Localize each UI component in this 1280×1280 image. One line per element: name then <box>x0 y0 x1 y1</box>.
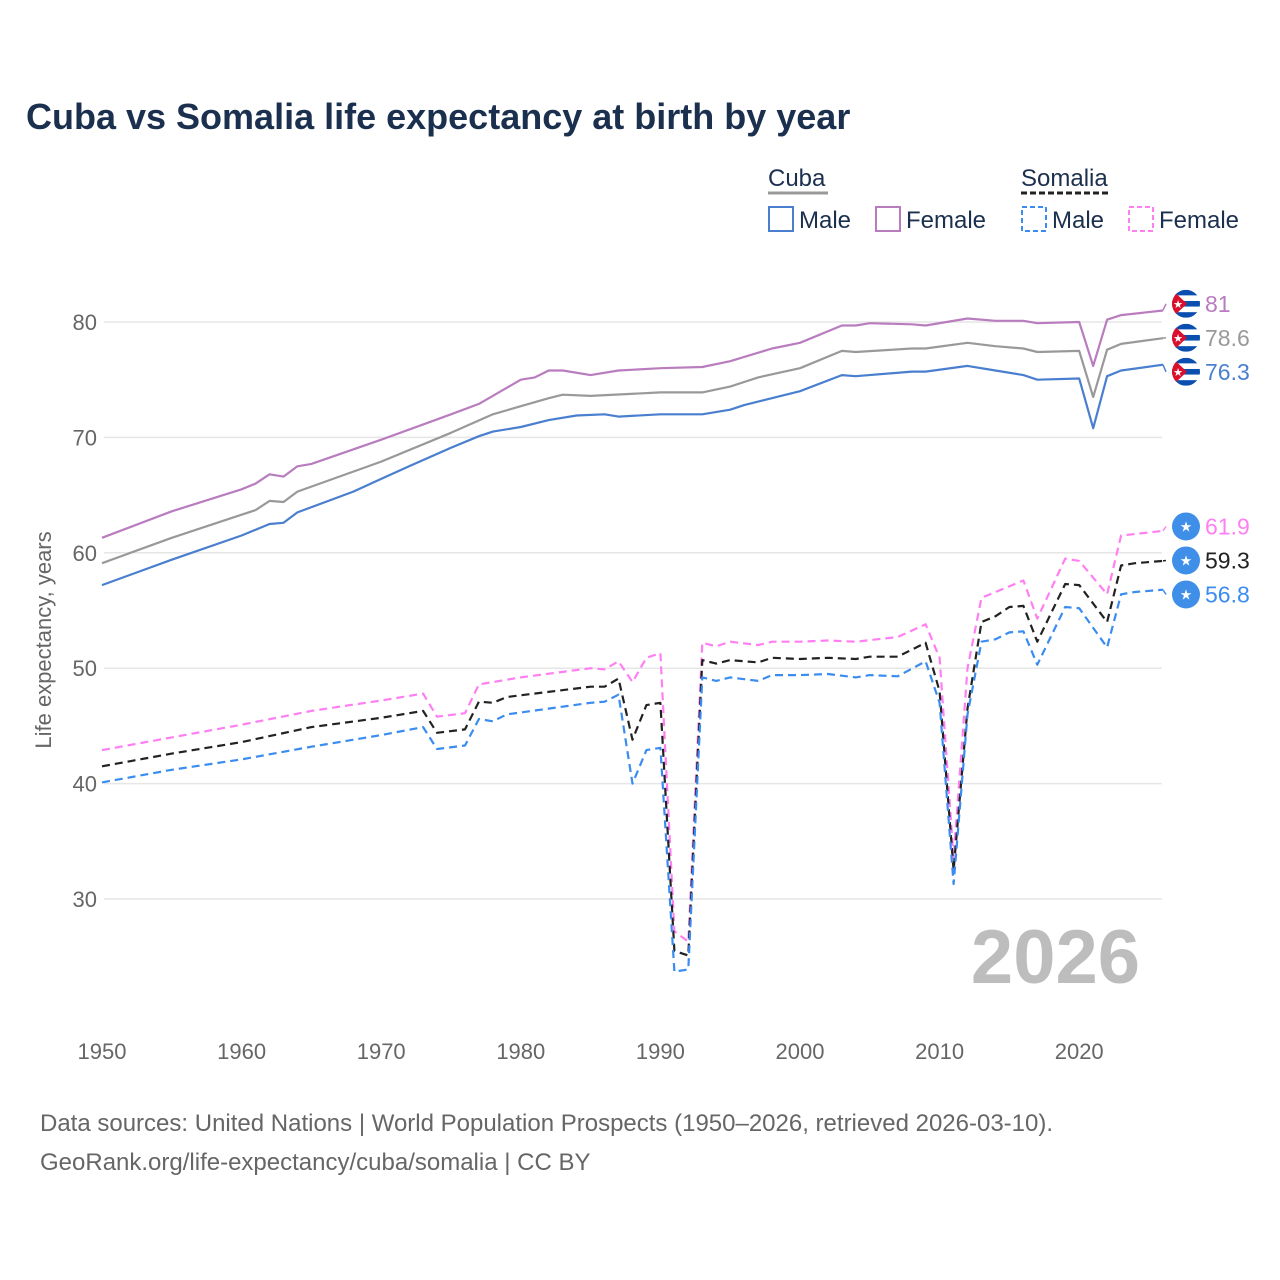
end-connector <box>1162 589 1167 595</box>
legend-somalia-male[interactable]: Male <box>1052 207 1104 234</box>
svg-text:★: ★ <box>1173 367 1183 379</box>
end-marker-somalia_female: ★ 61.9 <box>1162 512 1250 541</box>
end-connector <box>1162 526 1167 532</box>
y-tick-label: 70 <box>73 425 97 450</box>
line-cuba_male <box>101 363 1164 587</box>
legend-swatch-somalia-male <box>1021 206 1047 232</box>
x-tick-label: 1990 <box>636 1039 685 1064</box>
end-label-cuba_total: 78.6 <box>1205 325 1250 351</box>
cuba-flag-icon: ★ <box>1172 289 1200 318</box>
y-axis-ticks: 30 40 50 60 70 80 <box>73 310 97 912</box>
footer-link[interactable]: GeoRank.org/life-expectancy/cuba/somalia… <box>40 1149 591 1176</box>
end-marker-cuba_total: ★ 78.6 <box>1162 323 1250 352</box>
legend-somalia-female[interactable]: Female <box>1159 207 1239 234</box>
y-tick-label: 30 <box>73 887 97 912</box>
legend-cuba-male[interactable]: Male <box>799 207 851 234</box>
gridlines <box>104 321 1162 900</box>
end-connector <box>1162 364 1167 373</box>
end-label-somalia_total: 59.3 <box>1205 547 1250 573</box>
end-label-cuba_male: 76.3 <box>1205 359 1250 385</box>
y-axis-title: Life expectancy, years <box>31 531 56 748</box>
x-tick-label: 2020 <box>1055 1039 1104 1064</box>
legend-swatch-cuba-female <box>875 206 901 232</box>
x-axis-ticks: 1950 1960 1970 1980 1990 2000 2010 2020 <box>78 1039 1104 1064</box>
legend-swatch-somalia-female <box>1128 206 1154 232</box>
line-somalia_total <box>101 559 1164 957</box>
x-tick-label: 1960 <box>217 1039 266 1064</box>
somalia-flag-icon <box>1172 512 1200 541</box>
star-icon: ★ <box>1180 552 1193 568</box>
svg-text:★: ★ <box>1173 299 1183 311</box>
legend-group-somalia: Somalia <box>1021 165 1108 192</box>
year-label: 2026 <box>971 915 1140 1000</box>
end-labels: ★ 81 ★ 78.6 ★ 76.3 ★ 61.9 ★ 59.3 ★ 56.8 <box>1162 289 1250 609</box>
x-tick-label: 1950 <box>78 1039 127 1064</box>
end-label-somalia_male: 56.8 <box>1205 581 1250 607</box>
cuba-flag-icon: ★ <box>1172 323 1200 352</box>
legend-group-cuba: Cuba <box>768 165 826 192</box>
y-tick-label: 40 <box>73 772 97 797</box>
end-marker-cuba_male: ★ 76.3 <box>1162 357 1250 386</box>
star-icon: ★ <box>1180 518 1193 534</box>
somalia-flag-icon <box>1172 580 1200 609</box>
x-tick-label: 2000 <box>776 1039 825 1064</box>
y-tick-label: 60 <box>73 541 97 566</box>
line-somalia_male <box>101 588 1164 973</box>
y-tick-label: 80 <box>73 310 97 335</box>
legend-cuba-female[interactable]: Female <box>906 207 986 234</box>
legend-swatch-cuba-male <box>768 206 794 232</box>
end-label-somalia_female: 61.9 <box>1205 513 1250 539</box>
svg-text:★: ★ <box>1173 333 1183 345</box>
end-label-cuba_female: 81 <box>1205 291 1231 317</box>
y-tick-label: 50 <box>73 656 97 681</box>
line-somalia_female <box>101 529 1164 943</box>
series-lines <box>101 309 1164 973</box>
x-tick-label: 2010 <box>915 1039 964 1064</box>
end-connector <box>1162 303 1167 311</box>
line-cuba_total <box>101 337 1164 565</box>
footer-sources: Data sources: United Nations | World Pop… <box>40 1110 1053 1137</box>
chart-title: Cuba vs Somalia life expectancy at birth… <box>26 96 850 137</box>
end-marker-somalia_total: ★ 59.3 <box>1162 546 1250 575</box>
end-marker-somalia_male: ★ 56.8 <box>1162 580 1250 609</box>
end-marker-cuba_female: ★ 81 <box>1162 289 1231 318</box>
x-tick-label: 1980 <box>496 1039 545 1064</box>
legend: Cuba Male Female Somalia Male Female <box>768 165 1239 234</box>
star-icon: ★ <box>1180 586 1193 602</box>
x-tick-label: 1970 <box>357 1039 406 1064</box>
somalia-flag-icon <box>1172 546 1200 575</box>
cuba-flag-icon: ★ <box>1172 357 1200 386</box>
line-cuba_female <box>101 309 1164 539</box>
